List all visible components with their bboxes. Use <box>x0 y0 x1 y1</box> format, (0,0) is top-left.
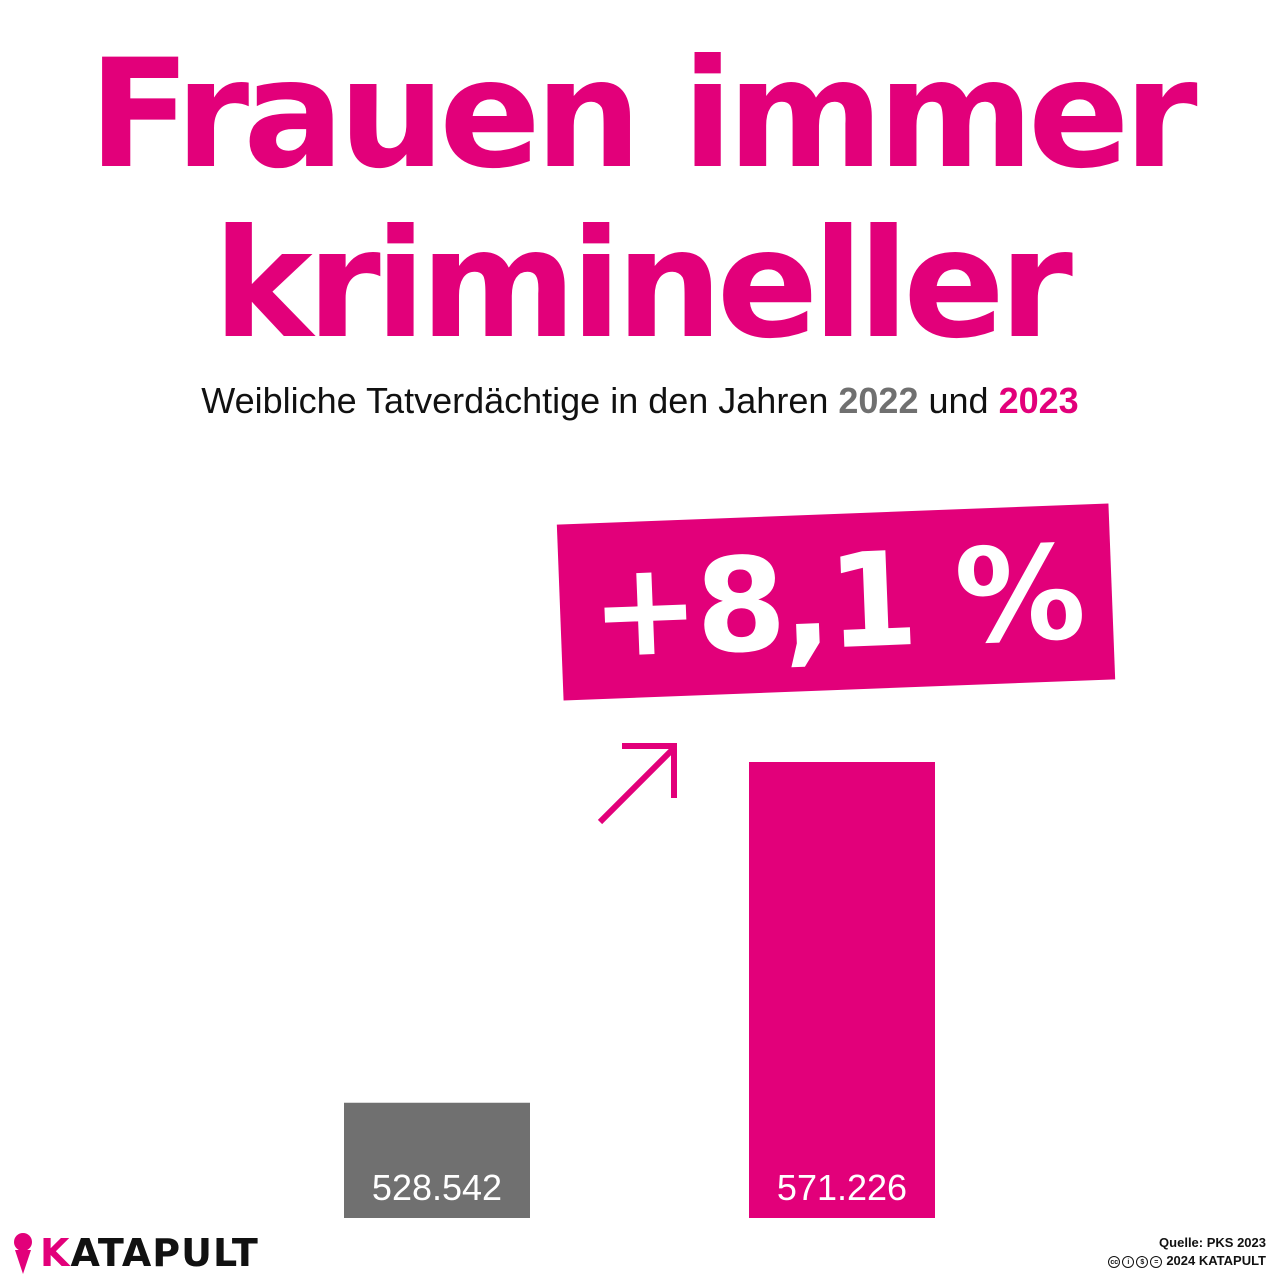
bar-2023 <box>749 762 935 1218</box>
cc-icon: cc <box>1108 1255 1121 1268</box>
bar-2022 <box>344 1102 530 1218</box>
up-arrow-icon <box>597 743 677 825</box>
license-icons: cc i $ = <box>1108 1255 1163 1268</box>
source-text: Quelle: PKS 2023 <box>1159 1235 1266 1250</box>
nd-icon: = <box>1150 1255 1163 1268</box>
chart-title: Frauen immer krimineller <box>88 28 1197 372</box>
brand-rest: ATAPULT <box>70 1231 259 1275</box>
nc-icon: $ <box>1136 1255 1149 1268</box>
brand-initial: K <box>40 1231 71 1275</box>
value-label-2023: 571.226 <box>777 1167 907 1208</box>
copyright-line: cc i $ = 2024 KATAPULT <box>1108 1252 1266 1270</box>
katapult-logo: KATAPULT <box>12 1228 259 1278</box>
by-icon: i <box>1122 1255 1135 1268</box>
value-label-2022: 528.542 <box>372 1167 502 1208</box>
ice-cream-icon <box>14 1233 32 1274</box>
brand-name: KATAPULT <box>40 1231 259 1275</box>
source-note: Quelle: PKS 2023 cc i $ = 2024 KATAPULT <box>1108 1234 1266 1270</box>
chart-subtitle: Weibliche Tatverdächtige in den Jahren 2… <box>0 380 1280 422</box>
subtitle-joiner: und <box>928 380 989 421</box>
subtitle-year-2022: 2022 <box>838 380 919 421</box>
copyright-text: 2024 KATAPULT <box>1166 1253 1266 1268</box>
subtitle-text: Weibliche Tatverdächtige in den Jahren <box>201 380 829 421</box>
subtitle-year-2023: 2023 <box>998 380 1079 421</box>
